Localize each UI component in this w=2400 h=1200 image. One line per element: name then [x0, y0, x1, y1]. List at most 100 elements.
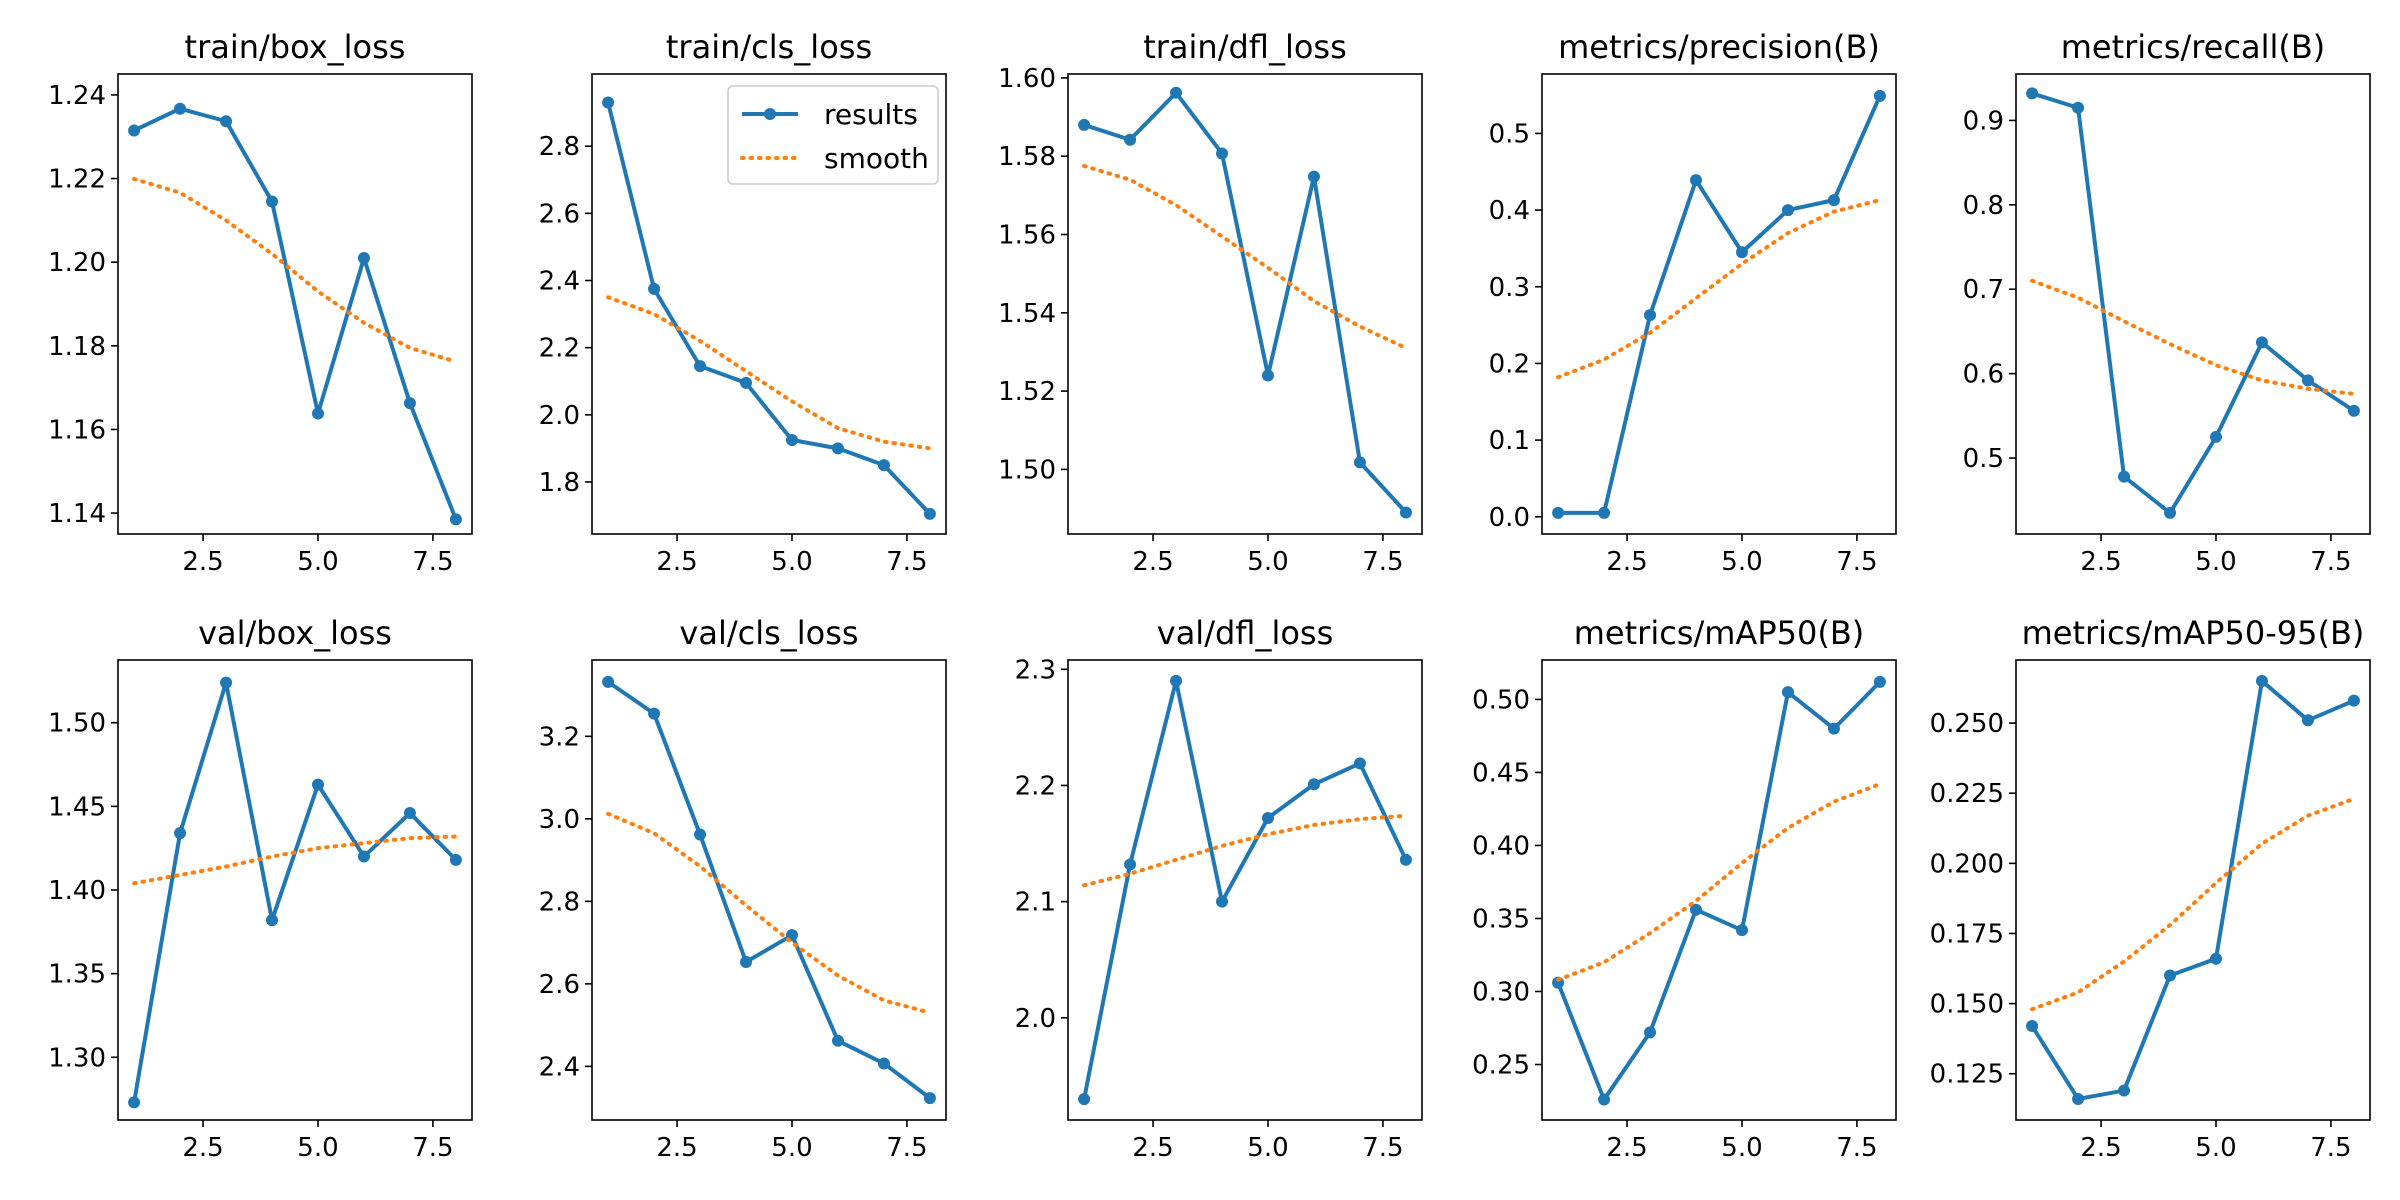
results-data-point [2255, 336, 2268, 349]
x-tick-label: 2.5 [1132, 547, 1173, 577]
results-data-point [1690, 903, 1703, 916]
results-data-point [648, 282, 661, 295]
y-tick-label: 0.50 [1472, 685, 1530, 715]
results-data-point [2072, 101, 2085, 114]
subplot-6: val/box_loss 2.5 5.0 7.5 1.30 1.35 1.40 1.45 1.5… [48, 614, 473, 1163]
subplot-7: val/cls_loss 2.5 5.0 7.5 2.4 2.6 2.8 3.0 3.2 [539, 614, 947, 1163]
results-data-point [1170, 674, 1183, 687]
results-data-point [602, 96, 615, 109]
results-data-point [694, 360, 707, 373]
x-tick-label: 5.0 [1721, 547, 1762, 577]
results-data-point [449, 513, 462, 526]
subplot-title: train/cls_loss [666, 28, 872, 66]
y-tick-label: 0.8 [1963, 191, 2004, 221]
results-data-point [1124, 133, 1137, 146]
results-data-point [357, 850, 370, 863]
y-tick-label: 1.22 [48, 165, 106, 195]
y-tick-label: 0.45 [1472, 758, 1530, 788]
plot-area [1078, 674, 1412, 1106]
results-data-point [128, 1096, 141, 1109]
plot-area [2026, 87, 2360, 519]
y-tick-label: 1.16 [48, 415, 106, 445]
results-data-point [877, 1057, 890, 1070]
x-tick-label: 2.5 [656, 1133, 697, 1163]
y-tick-label: 0.150 [1930, 990, 2004, 1020]
results-data-point [2072, 1092, 2085, 1105]
y-tick-label: 2.6 [539, 199, 580, 229]
subplot-9: metrics/mAP50(B) 2.5 5.0 7.5 0.25 0.30 0.35 0.4… [1472, 614, 1897, 1163]
results-data-point [1827, 722, 1840, 735]
y-tick-label: 2.4 [539, 266, 580, 296]
results-data-point [403, 807, 416, 820]
results-data-point [1078, 118, 1091, 131]
results-data-point [1552, 506, 1565, 519]
y-tick-label: 0.30 [1472, 977, 1530, 1007]
x-tick-label: 2.5 [2080, 547, 2121, 577]
x-tick-label: 2.5 [1606, 547, 1647, 577]
results-data-point [1078, 1093, 1091, 1106]
y-tick-label: 0.40 [1472, 831, 1530, 861]
results-data-point [1261, 811, 1274, 824]
x-tick-label: 2.5 [656, 547, 697, 577]
x-tick-label: 5.0 [771, 1133, 812, 1163]
axes-frame [1067, 659, 1423, 1121]
results-data-point [923, 507, 936, 520]
results-data-point [1124, 858, 1137, 871]
results-series-line [133, 106, 458, 521]
x-tick-label: 7.5 [886, 1133, 927, 1163]
x-tick-label: 5.0 [1247, 547, 1288, 577]
results-series-line [2031, 91, 2356, 515]
subplot-10: metrics/mAP50-95(B) 2.5 5.0 7.5 0.125 0.150 0.… [1930, 614, 2371, 1163]
results-data-point [311, 407, 324, 420]
plot-area [128, 676, 462, 1109]
y-tick-label: 0.5 [1963, 444, 2004, 474]
x-tick-label: 2.5 [182, 1133, 223, 1163]
y-tick-label: 2.3 [1015, 655, 1056, 685]
results-data-point [2301, 714, 2314, 727]
x-tick-label: 2.5 [2080, 1133, 2121, 1163]
results-data-point [1598, 1093, 1611, 1106]
x-tick-label: 7.5 [1362, 1133, 1403, 1163]
subplot-title: train/box_loss [185, 28, 406, 66]
results-data-point [1353, 456, 1366, 469]
results-data-point [2118, 1084, 2131, 1097]
subplot-title: metrics/mAP50(B) [1574, 614, 1865, 652]
smooth-series-line [2030, 278, 2356, 396]
x-tick-label: 5.0 [1247, 1133, 1288, 1163]
results-data-point [1781, 204, 1794, 217]
plot-area [1552, 89, 1886, 519]
results-data-point [220, 115, 233, 128]
legend: results smooth [727, 85, 939, 185]
results-data-point [785, 433, 798, 446]
results-data-point [1873, 89, 1886, 102]
y-tick-label: 0.1 [1489, 426, 1530, 456]
smooth-series-line [606, 811, 932, 1015]
x-tick-label: 7.5 [412, 1133, 453, 1163]
results-data-point [602, 675, 615, 688]
results-data-point [740, 376, 753, 389]
y-tick-label: 1.50 [998, 455, 1056, 485]
y-tick-label: 1.56 [998, 221, 1056, 251]
y-tick-label: 0.0 [1489, 503, 1530, 533]
y-tick-label: 1.35 [48, 960, 106, 990]
results-data-point [1307, 170, 1320, 183]
results-data-point [1827, 194, 1840, 207]
plot-area [128, 102, 462, 526]
y-tick-label: 2.0 [539, 401, 580, 431]
x-tick-label: 5.0 [297, 547, 338, 577]
y-tick-label: 0.3 [1489, 273, 1530, 303]
results-data-point [1735, 924, 1748, 937]
y-tick-label: 1.45 [48, 792, 106, 822]
results-data-point [2118, 470, 2131, 483]
results-data-point [403, 397, 416, 410]
legend-results-marker [764, 108, 776, 120]
axes-frame [591, 659, 947, 1121]
y-tick-label: 2.4 [539, 1052, 580, 1082]
results-data-point [1399, 506, 1412, 519]
results-data-point [1170, 86, 1183, 99]
y-tick-label: 2.2 [539, 334, 580, 364]
results-data-point [2347, 404, 2360, 417]
y-tick-label: 2.0 [1015, 1004, 1056, 1034]
y-tick-label: 2.2 [1015, 771, 1056, 801]
results-data-point [2026, 87, 2039, 100]
